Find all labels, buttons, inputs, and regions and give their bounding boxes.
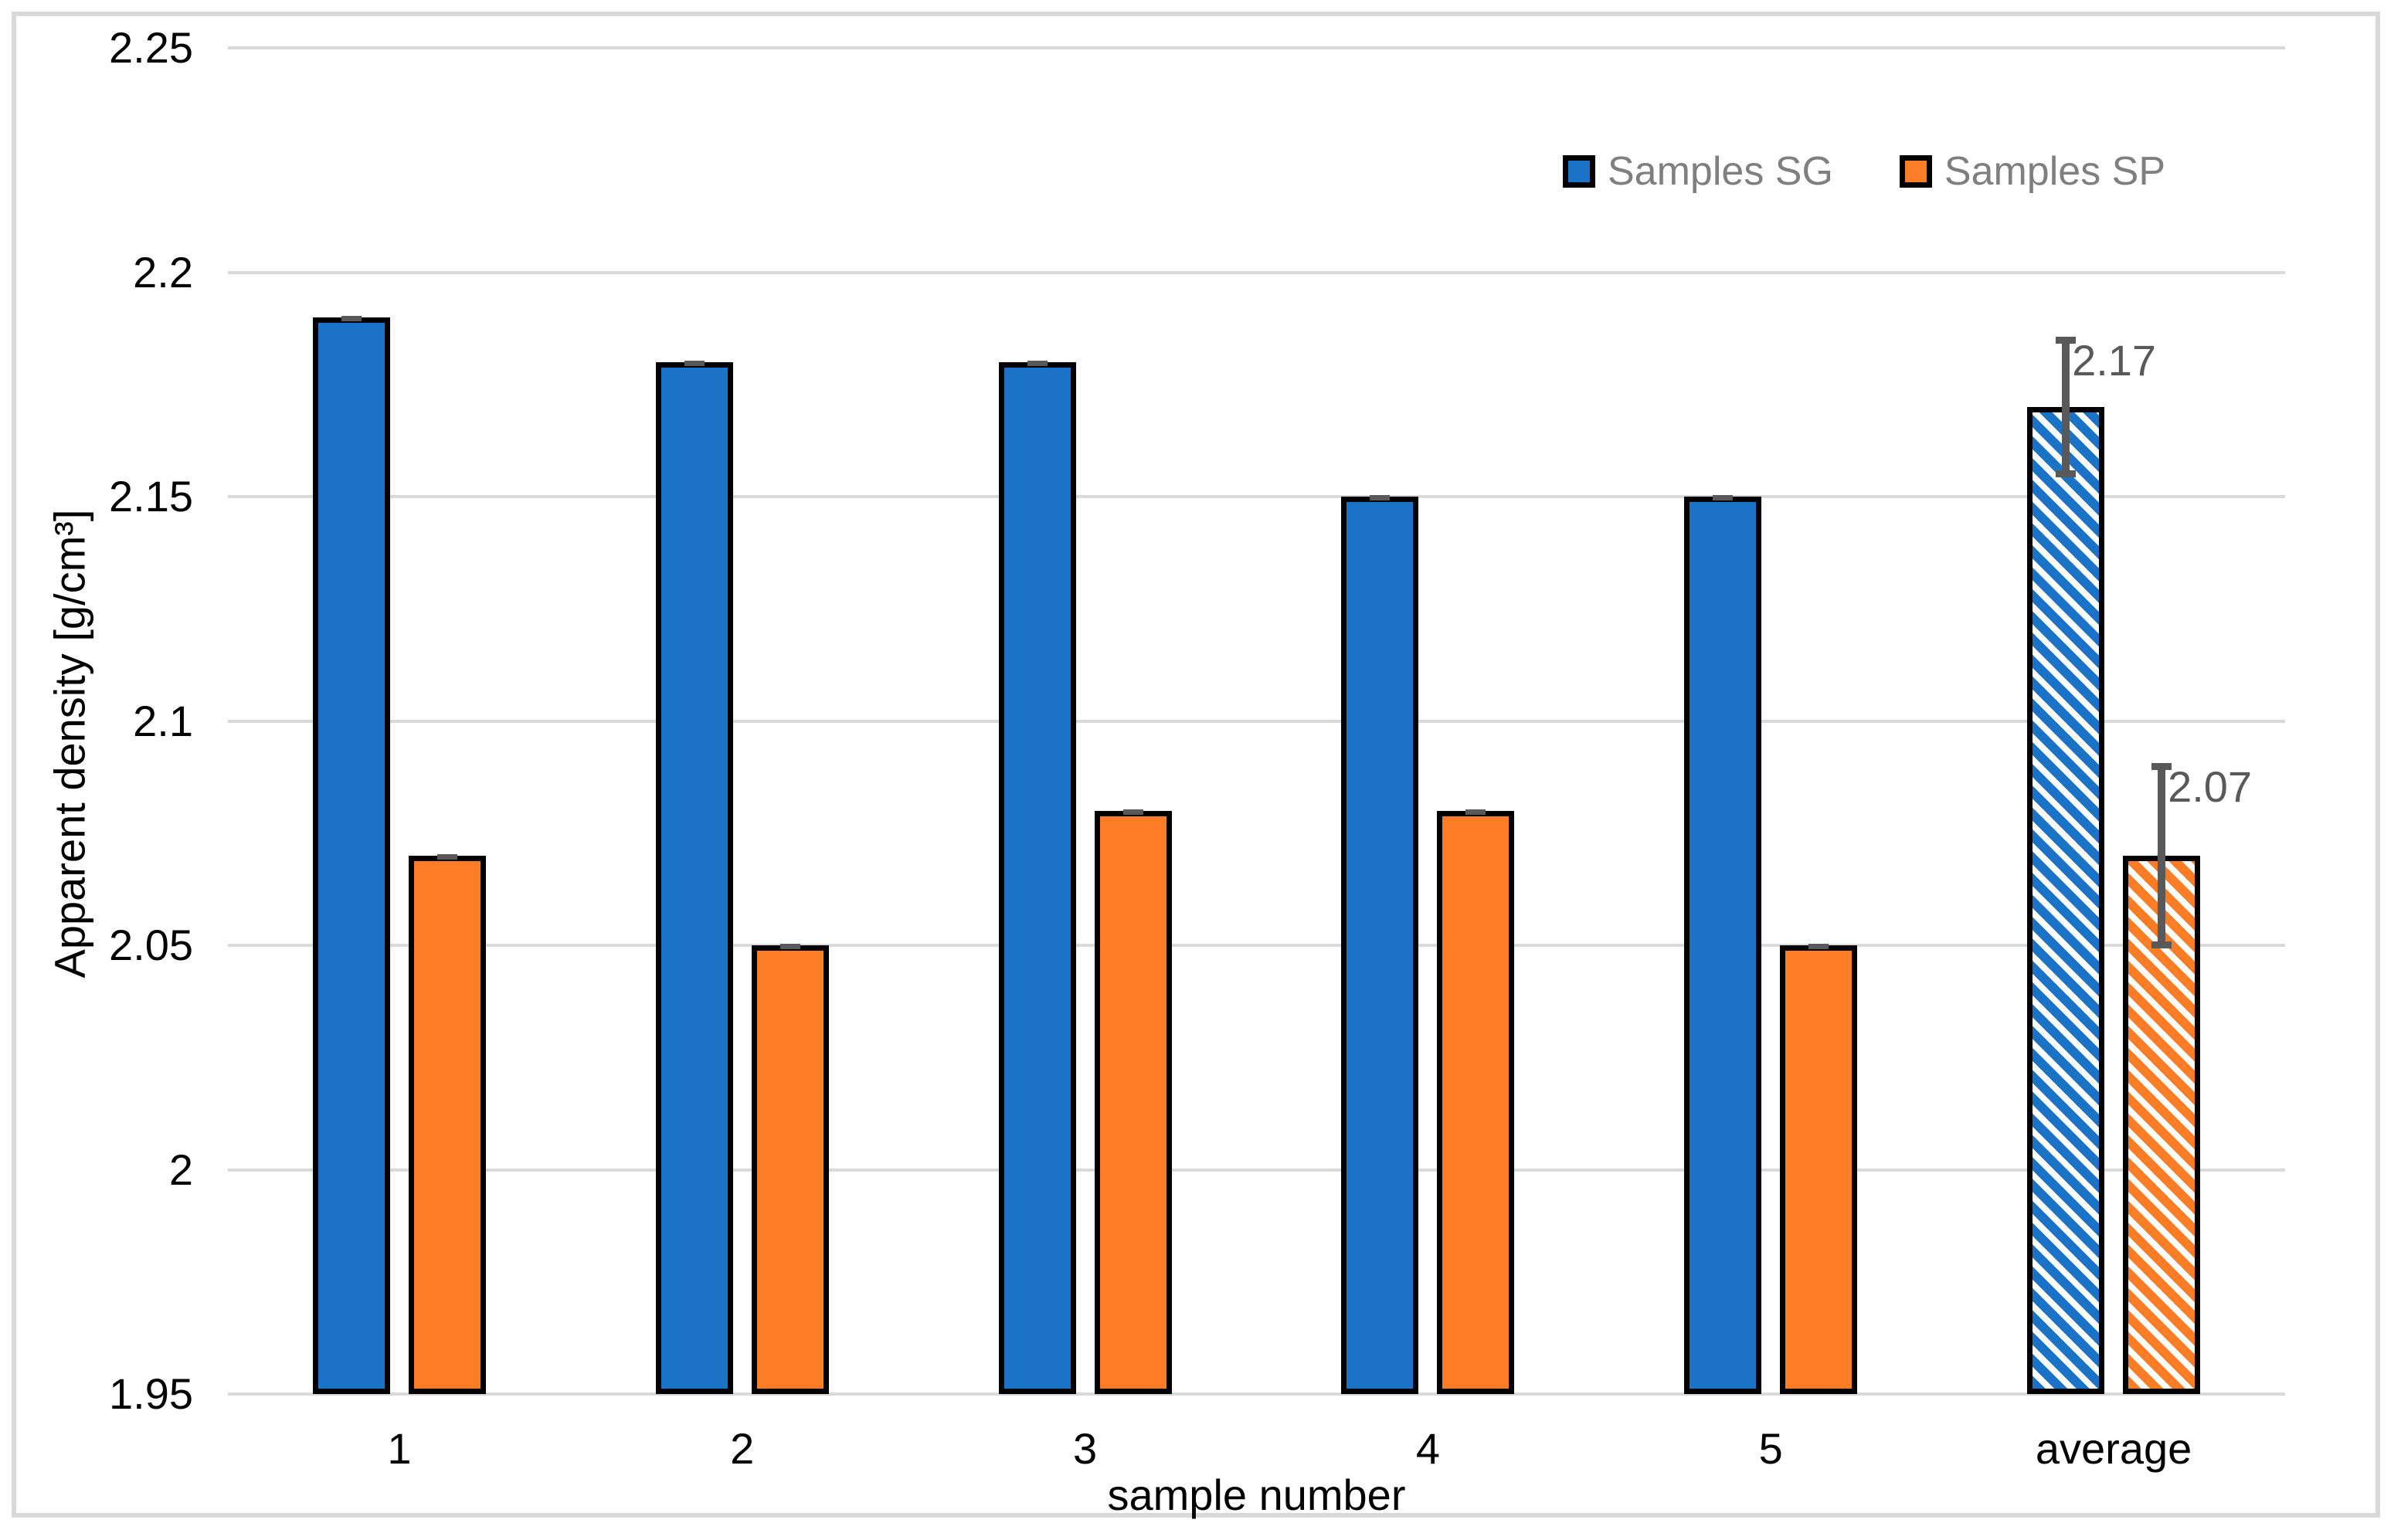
data-label-2.17: 2.17 <box>2072 335 2157 385</box>
error-cap-samples-sp-2 <box>779 944 800 949</box>
x-tick-label-4: 4 <box>1415 1424 1440 1473</box>
x-tick-label-2: 2 <box>730 1424 755 1473</box>
legend-item-samples-sg: Samples SG <box>1563 151 1833 192</box>
error-cap-samples-sp-4 <box>1465 809 1486 815</box>
y-tick-label: 2.05 <box>109 921 193 969</box>
legend-swatch-sp-icon <box>1899 155 1932 188</box>
error-cap-samples-sg-2 <box>684 360 705 366</box>
plot-area: 2.17 2.07 <box>228 46 2285 1396</box>
gridline-y-1.95 <box>228 1392 2285 1396</box>
y-tick-label: 1.95 <box>109 1369 193 1418</box>
y-tick-label: 2.1 <box>133 696 193 745</box>
legend-swatch-sg-icon <box>1563 155 1595 188</box>
error-bar-line <box>2062 339 2070 474</box>
gridline-y-2.2 <box>228 270 2285 274</box>
y-tick-label: 2 <box>168 1145 193 1194</box>
error-cap-samples-sg-1 <box>341 315 362 321</box>
legend-label-samples-sp: Samples SP <box>1944 149 2166 194</box>
legend: Samples SG Samples SP <box>1563 151 2165 192</box>
x-axis-title: sample number <box>1107 1470 1406 1519</box>
x-tick-label-3: 3 <box>1072 1424 1098 1473</box>
bar-samples-sp-5 <box>1780 945 1858 1394</box>
gridline-y-2.1 <box>228 719 2285 723</box>
error-cap-samples-sp-5 <box>1808 944 1829 949</box>
bar-samples-sg-4 <box>1341 497 1419 1394</box>
bar-samples-sg-average <box>2027 406 2105 1394</box>
gridline-y-2.15 <box>228 495 2285 498</box>
data-label-2.07: 2.07 <box>2168 762 2253 811</box>
error-bar-cap-bottom <box>2151 941 2172 948</box>
gridline-y-2.25 <box>228 46 2285 49</box>
error-bar-cap-top <box>2151 762 2172 770</box>
bar-samples-sp-average <box>2123 855 2201 1394</box>
bar-samples-sp-4 <box>1437 810 1515 1394</box>
y-tick-label: 2.15 <box>109 472 193 521</box>
bar-samples-sp-3 <box>1094 810 1172 1394</box>
bar-samples-sp-2 <box>751 945 829 1394</box>
error-cap-samples-sg-5 <box>1713 495 1734 500</box>
y-tick-label: 2.25 <box>109 23 193 72</box>
bar-samples-sg-3 <box>998 361 1076 1394</box>
error-cap-samples-sg-3 <box>1027 360 1048 366</box>
bar-samples-sg-2 <box>655 361 733 1394</box>
bar-samples-sg-5 <box>1684 497 1762 1394</box>
error-cap-samples-sp-3 <box>1122 809 1143 815</box>
legend-label-samples-sg: Samples SG <box>1608 149 1833 194</box>
x-tick-label-average: average <box>2035 1424 2192 1473</box>
error-bar-cap-bottom <box>2056 470 2077 477</box>
bar-samples-sp-1 <box>408 855 486 1394</box>
legend-item-samples-sp: Samples SP <box>1899 149 2166 194</box>
error-cap-samples-sp-1 <box>436 853 457 860</box>
error-cap-samples-sg-4 <box>1370 495 1391 500</box>
x-tick-label-1: 1 <box>387 1424 412 1473</box>
gridline-y-2.05 <box>228 944 2285 947</box>
error-bar-line <box>2158 765 2166 945</box>
gridline-y-2 <box>228 1168 2285 1172</box>
x-tick-label-5: 5 <box>1758 1424 1783 1473</box>
bar-samples-sg-1 <box>312 317 390 1394</box>
error-bar-cap-top <box>2056 336 2077 344</box>
y-tick-label: 2.2 <box>133 247 193 297</box>
